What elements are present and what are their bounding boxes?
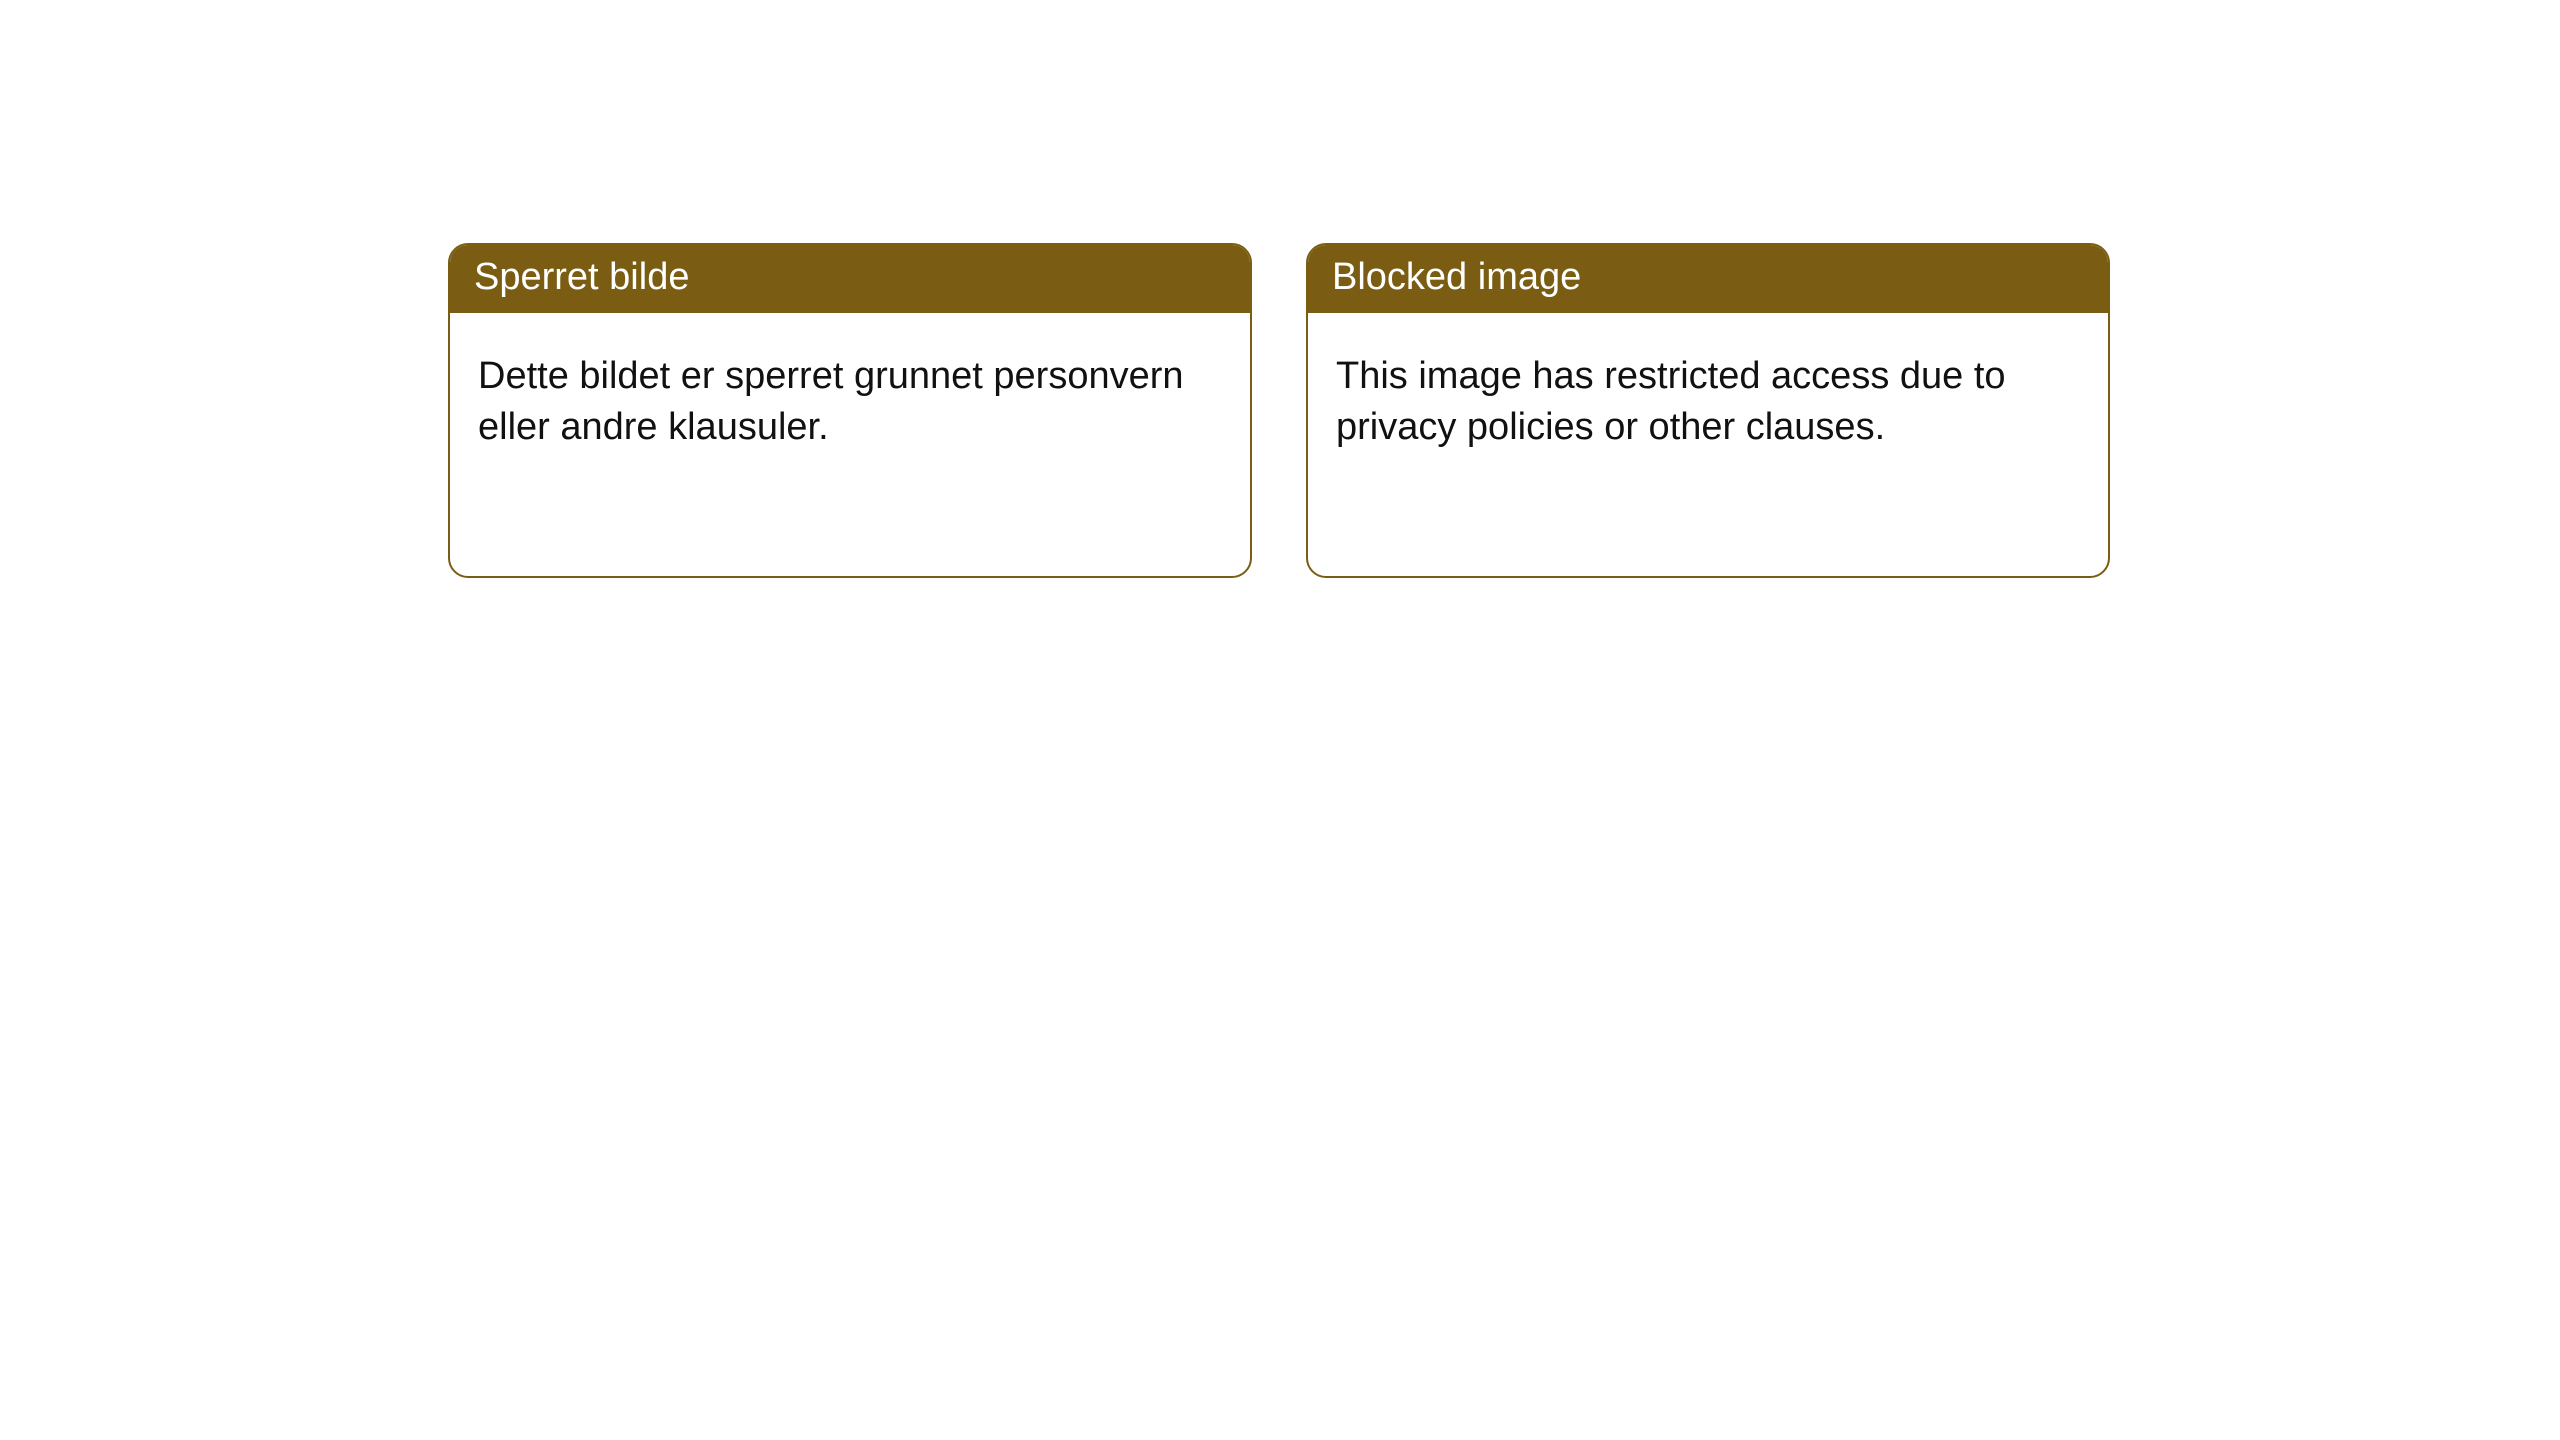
card-header: Blocked image [1308,245,2108,313]
notice-cards-container: Sperret bilde Dette bildet er sperret gr… [0,0,2560,578]
card-title: Sperret bilde [474,256,689,298]
card-body: Dette bildet er sperret grunnet personve… [450,313,1250,482]
notice-card-norwegian: Sperret bilde Dette bildet er sperret gr… [448,243,1252,578]
card-title: Blocked image [1332,256,1581,298]
notice-card-english: Blocked image This image has restricted … [1306,243,2110,578]
card-header: Sperret bilde [450,245,1250,313]
card-body-text: Dette bildet er sperret grunnet personve… [478,355,1184,448]
card-body: This image has restricted access due to … [1308,313,2108,482]
card-body-text: This image has restricted access due to … [1336,355,2006,448]
